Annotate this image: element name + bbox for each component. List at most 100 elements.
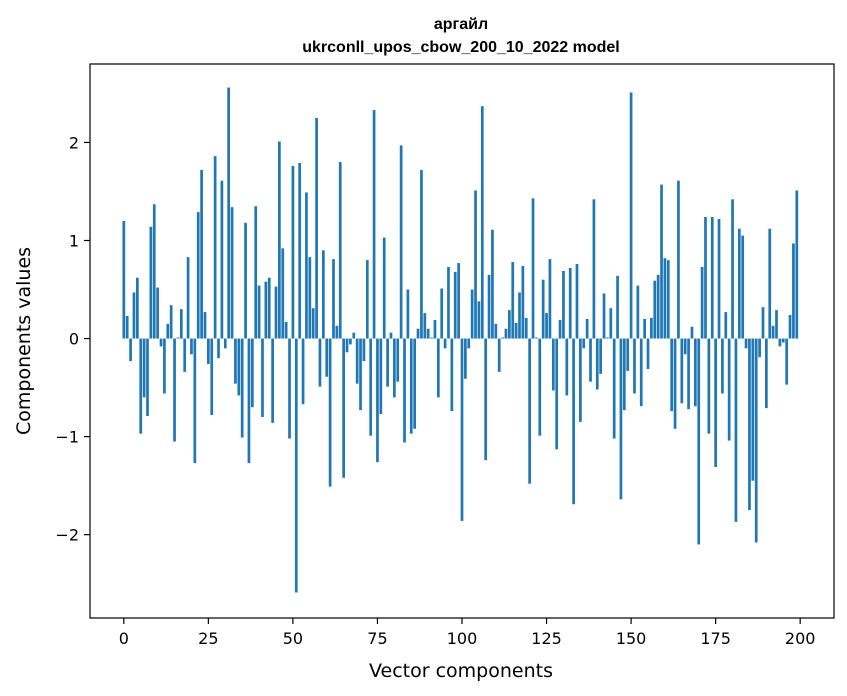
bar: [376, 338, 379, 463]
bar: [626, 338, 630, 371]
bar: [724, 312, 728, 339]
bar: [609, 308, 613, 339]
bar: [551, 338, 555, 391]
bar: [362, 338, 366, 362]
bar: [754, 338, 758, 543]
bar: [545, 313, 548, 339]
bar: [788, 315, 792, 339]
y-tick-label: −2: [55, 526, 79, 545]
y-tick-label: 0: [69, 330, 79, 349]
y-tick-label: 1: [69, 231, 79, 250]
bar: [264, 281, 268, 339]
bar: [602, 293, 606, 339]
bar: [670, 338, 674, 412]
bar: [572, 338, 575, 505]
bar: [342, 338, 345, 478]
bar: [565, 338, 569, 396]
bar: [636, 285, 640, 339]
bar: [558, 319, 562, 339]
bar: [393, 338, 396, 398]
bar: [518, 292, 521, 339]
bar: [173, 338, 176, 442]
bar: [501, 337, 504, 339]
bar: [768, 228, 772, 339]
bar: [254, 206, 258, 339]
bar: [267, 277, 271, 339]
bar: [748, 338, 751, 511]
bar: [389, 332, 393, 339]
bar: [278, 141, 281, 339]
bar: [528, 338, 531, 484]
bar: [504, 328, 508, 339]
bar: [761, 307, 765, 339]
bars-group: [122, 87, 799, 593]
bar: [142, 338, 146, 398]
bar: [426, 328, 430, 339]
bar: [240, 338, 244, 438]
bar: [244, 222, 247, 339]
x-tick-label: 150: [616, 629, 647, 648]
bar: [704, 216, 707, 339]
bar: [663, 258, 667, 339]
bar: [494, 323, 498, 339]
bar: [129, 338, 132, 362]
bar: [176, 337, 180, 339]
bar: [288, 338, 291, 439]
bar: [308, 257, 312, 339]
bar: [714, 338, 717, 467]
bar: [382, 237, 386, 339]
y-axis-label: Components values: [13, 247, 35, 435]
bar: [606, 337, 609, 339]
bar: [247, 338, 251, 464]
bar: [294, 338, 298, 593]
bar: [744, 338, 748, 349]
bar: [325, 338, 329, 377]
bar: [599, 338, 603, 374]
bar: [213, 156, 217, 339]
x-tick-label: 75: [367, 629, 387, 648]
bar: [453, 271, 457, 339]
bar: [741, 235, 745, 339]
bar: [727, 338, 731, 441]
bar: [149, 226, 153, 339]
bar: [717, 218, 721, 339]
bar: [771, 325, 775, 339]
bar: [541, 279, 545, 339]
bar: [284, 321, 288, 339]
bar: [274, 286, 278, 339]
bar: [660, 184, 663, 339]
bar: [163, 338, 166, 394]
bar: [372, 110, 376, 339]
bar: [734, 338, 738, 522]
x-tick-label: 200: [785, 629, 816, 648]
bar: [250, 338, 254, 408]
bar: [447, 266, 450, 339]
bar: [595, 338, 599, 390]
bar: [697, 338, 701, 545]
bar: [758, 338, 761, 358]
bar: [484, 338, 488, 461]
bar: [403, 338, 406, 443]
bar: [281, 248, 285, 339]
bar: [332, 259, 335, 339]
bar: [474, 190, 477, 339]
bar: [535, 337, 538, 339]
bar: [629, 92, 633, 339]
bar: [196, 212, 200, 339]
bar: [355, 338, 359, 384]
bar: [315, 117, 318, 339]
bar: [396, 338, 400, 382]
x-tick-label: 100: [447, 629, 478, 648]
bar: [166, 323, 170, 339]
bar: [190, 338, 193, 355]
bar: [710, 216, 714, 339]
bar: [125, 316, 129, 339]
bar: [731, 199, 734, 339]
bar: [467, 338, 471, 349]
bar: [237, 338, 241, 396]
bar: [345, 338, 349, 353]
bar: [737, 228, 741, 339]
bar: [406, 289, 410, 339]
bar: [203, 312, 207, 339]
bar: [778, 338, 782, 347]
